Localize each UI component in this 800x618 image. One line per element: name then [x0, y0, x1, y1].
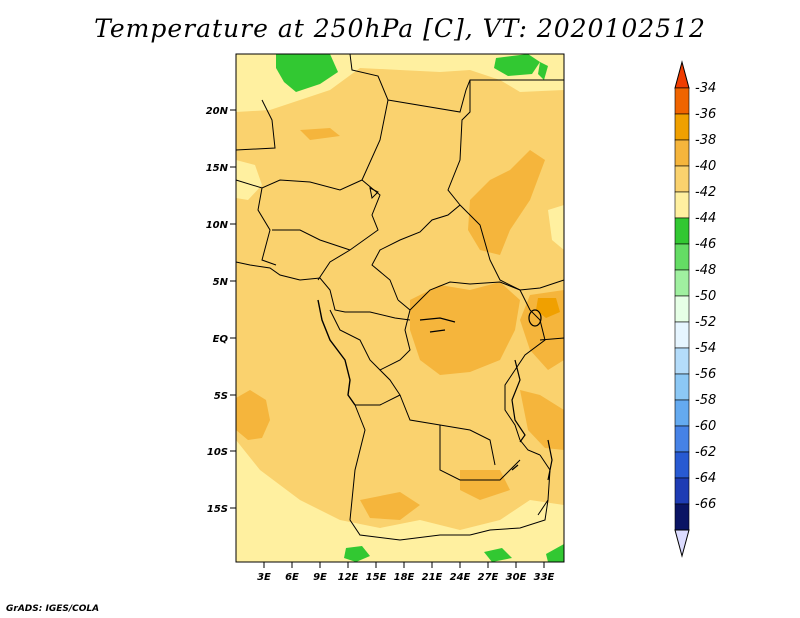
- colorbar: -34 -36 -38 -40 -42 -44 -46 -48 -50 -52 -54 -56 -58 -…: [674, 60, 716, 558]
- lat-label: 10S: [207, 447, 228, 458]
- lon-label: 30E: [506, 572, 527, 583]
- lat-label: EQ: [213, 334, 229, 345]
- colorbar-label: -66: [695, 497, 716, 512]
- colorbar-swatch: [674, 217, 690, 245]
- colorbar-label: -44: [695, 211, 716, 226]
- lat-labels: 20N 15N 10N 5N EQ 5S 10S 15S: [206, 106, 229, 515]
- colorbar-label: -48: [695, 263, 716, 278]
- colorbar-swatch: [674, 399, 690, 427]
- colorbar-swatch: [674, 451, 690, 479]
- lon-label: 15E: [366, 572, 387, 583]
- contour-region-minus38: [300, 128, 340, 140]
- lon-label: 33E: [534, 572, 555, 583]
- lat-label: 20N: [206, 106, 229, 117]
- colorbar-label: -38: [695, 133, 716, 148]
- contour-region-minus38: [460, 470, 510, 500]
- colorbar-label: -54: [695, 341, 716, 356]
- colorbar-swatch: [674, 477, 690, 505]
- colorbar-label: -34: [695, 81, 716, 96]
- grads-credit: GrADS: IGES/COLA: [6, 604, 100, 614]
- contour-region-minus36: [536, 298, 560, 318]
- contour-region-minus38: [468, 150, 545, 255]
- map-panel: [235, 53, 565, 563]
- colorbar-label: -58: [695, 393, 716, 408]
- lat-label: 5S: [214, 391, 228, 402]
- colorbar-swatch: [674, 425, 690, 453]
- contour-region-minus38: [410, 282, 520, 375]
- colorbar-swatch: [674, 87, 690, 115]
- colorbar-top-arrow: [674, 60, 690, 89]
- colorbar-swatch: [674, 347, 690, 375]
- colorbar-swatch: [674, 373, 690, 401]
- colorbar-label: -64: [695, 471, 716, 486]
- contour-region-minus42: [548, 205, 564, 250]
- colorbar-swatch: [674, 113, 690, 141]
- lon-labels: 3E 6E 9E 12E 15E 18E 21E 24E 27E 30E 33E: [257, 572, 554, 583]
- lon-ticks: [263, 562, 545, 568]
- colorbar-label: -56: [695, 367, 716, 382]
- lon-label: 24E: [450, 572, 471, 583]
- contour-region-minus44: [276, 54, 338, 92]
- contour-region-minus44: [546, 544, 564, 562]
- lat-label: 15S: [207, 504, 228, 515]
- country-borders: [235, 53, 565, 541]
- lat-label: 10N: [206, 220, 229, 231]
- colorbar-label: -40: [695, 159, 716, 174]
- colorbar-swatch: [674, 295, 690, 323]
- contour-region-minus38: [360, 492, 420, 520]
- map-frame: [235, 53, 565, 563]
- contour-region-minus44: [484, 548, 512, 562]
- lon-label: 9E: [313, 572, 327, 583]
- contour-region-minus44: [494, 54, 540, 76]
- colorbar-swatch: [674, 165, 690, 193]
- colorbar-bottom-arrow: [674, 529, 690, 558]
- colorbar-swatch: [674, 243, 690, 271]
- colorbar-swatch: [674, 503, 690, 531]
- colorbar-swatch: [674, 191, 690, 219]
- colorbar-label: -52: [695, 315, 716, 330]
- lon-label: 6E: [285, 572, 299, 583]
- lakes: [419, 309, 553, 481]
- lon-label: 3E: [257, 572, 271, 583]
- lat-ticks: [230, 109, 236, 509]
- lon-label: 12E: [338, 572, 359, 583]
- lon-label: 27E: [478, 572, 499, 583]
- contour-region-minus44: [344, 546, 370, 562]
- colorbar-swatch: [674, 321, 690, 349]
- colorbar-label: -36: [695, 107, 716, 122]
- colorbar-label: -46: [695, 237, 716, 252]
- colorbar-swatch: [674, 269, 690, 297]
- lon-label: 18E: [394, 572, 415, 583]
- colorbar-label: -42: [695, 185, 716, 200]
- lat-label: 5N: [213, 277, 229, 288]
- contour-region-minus44: [538, 62, 548, 80]
- colorbar-swatch: [674, 139, 690, 167]
- lat-label: 15N: [206, 163, 229, 174]
- lon-label: 21E: [422, 572, 443, 583]
- contour-region-minus42: [236, 160, 262, 200]
- contour-region-minus38: [520, 390, 564, 450]
- colorbar-label: -62: [695, 445, 716, 460]
- colorbar-label: -50: [695, 289, 716, 304]
- contour-region-minus38: [236, 390, 270, 440]
- colorbar-label: -60: [695, 419, 716, 434]
- map-title: Temperature at 250hPa [C], VT: 202010251…: [94, 14, 706, 43]
